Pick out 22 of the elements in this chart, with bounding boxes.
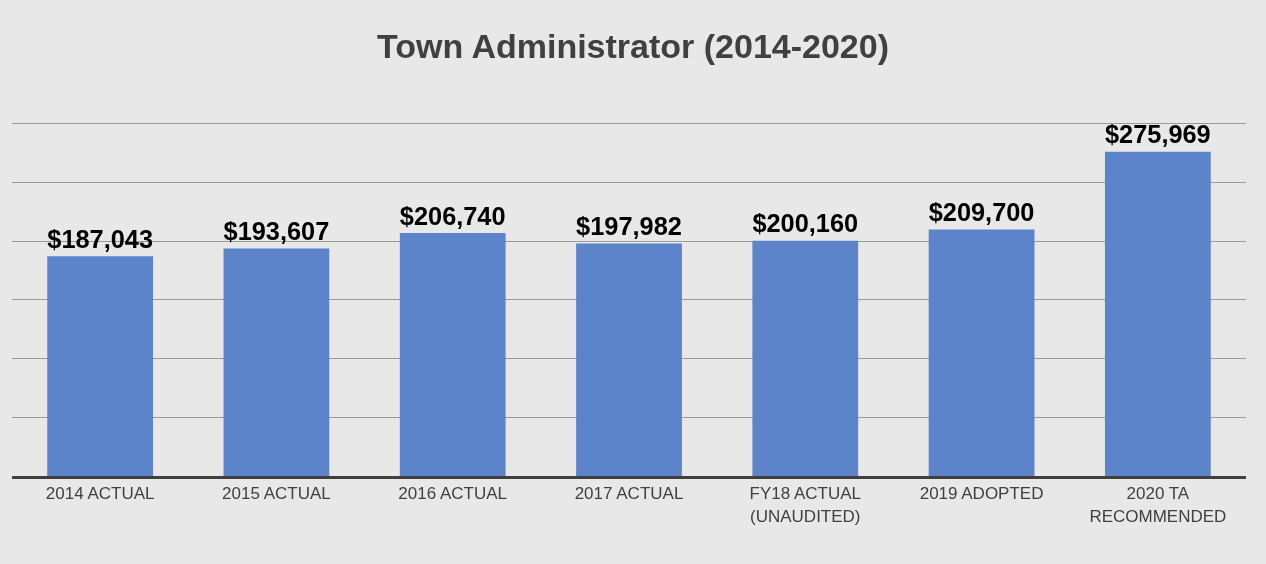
- x-tick-label: 2016 ACTUAL: [398, 484, 508, 504]
- bar: [1104, 151, 1211, 476]
- bar: [47, 256, 154, 476]
- bar: [399, 233, 506, 476]
- x-tick-label: FY18 ACTUAL (UNAUDITED): [749, 484, 862, 526]
- x-tick-label: 2020 TA RECOMMENDED: [1089, 484, 1227, 526]
- data-label: $193,607: [223, 217, 330, 246]
- x-tick-label: 2014 ACTUAL: [45, 484, 155, 504]
- data-label: $275,969: [1105, 120, 1211, 149]
- x-tick-label: 2017 ACTUAL: [574, 484, 684, 504]
- bar: [576, 243, 682, 476]
- data-label: $209,700: [928, 198, 1035, 227]
- data-label: $187,043: [47, 224, 153, 253]
- data-label: $197,982: [576, 212, 682, 241]
- data-label: $200,160: [752, 209, 859, 238]
- bar: [928, 229, 1035, 476]
- x-tick-label: 2015 ACTUAL: [222, 484, 331, 504]
- bar: [223, 248, 330, 476]
- data-label: $206,740: [399, 201, 506, 230]
- chart-title: Town Administrator (2014-2020): [376, 26, 890, 65]
- x-tick-label: 2019 ADOPTED: [919, 484, 1044, 504]
- bar: [752, 240, 859, 476]
